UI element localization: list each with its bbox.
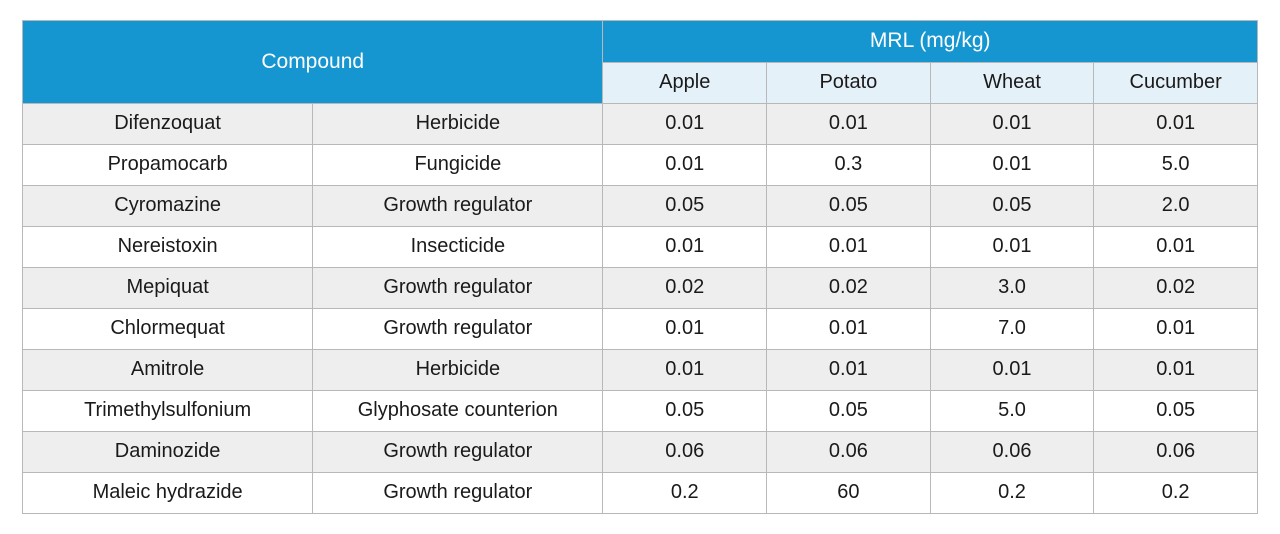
cell-potato: 0.01 (767, 309, 931, 350)
cell-compound-name: Chlormequat (23, 309, 313, 350)
cell-compound-type: Glyphosate counterion (313, 391, 603, 432)
cell-wheat: 0.05 (930, 186, 1094, 227)
cell-wheat: 0.01 (930, 104, 1094, 145)
cell-compound-type: Fungicide (313, 145, 603, 186)
table-row: AmitroleHerbicide0.010.010.010.01 (23, 350, 1258, 391)
cell-compound-name: Difenzoquat (23, 104, 313, 145)
cell-compound-name: Daminozide (23, 432, 313, 473)
cell-cucumber: 2.0 (1094, 186, 1258, 227)
subheader-wheat: Wheat (930, 63, 1094, 104)
table-row: CyromazineGrowth regulator0.050.050.052.… (23, 186, 1258, 227)
cell-potato: 0.01 (767, 350, 931, 391)
cell-potato: 0.01 (767, 227, 931, 268)
header-compound: Compound (23, 21, 603, 104)
cell-cucumber: 0.01 (1094, 350, 1258, 391)
cell-cucumber: 0.2 (1094, 473, 1258, 514)
cell-compound-name: Maleic hydrazide (23, 473, 313, 514)
cell-compound-name: Cyromazine (23, 186, 313, 227)
cell-compound-type: Growth regulator (313, 268, 603, 309)
table-header: Compound MRL (mg/kg) Apple Potato Wheat … (23, 21, 1258, 104)
cell-potato: 0.02 (767, 268, 931, 309)
cell-potato: 0.01 (767, 104, 931, 145)
cell-wheat: 7.0 (930, 309, 1094, 350)
cell-wheat: 0.01 (930, 227, 1094, 268)
table-row: NereistoxinInsecticide0.010.010.010.01 (23, 227, 1258, 268)
cell-cucumber: 5.0 (1094, 145, 1258, 186)
cell-potato: 60 (767, 473, 931, 514)
cell-compound-type: Herbicide (313, 104, 603, 145)
cell-compound-type: Insecticide (313, 227, 603, 268)
table-row: MepiquatGrowth regulator0.020.023.00.02 (23, 268, 1258, 309)
cell-wheat: 5.0 (930, 391, 1094, 432)
table-row: Maleic hydrazideGrowth regulator0.2600.2… (23, 473, 1258, 514)
cell-compound-type: Growth regulator (313, 432, 603, 473)
cell-cucumber: 0.01 (1094, 227, 1258, 268)
cell-wheat: 3.0 (930, 268, 1094, 309)
cell-apple: 0.01 (603, 350, 767, 391)
cell-compound-name: Nereistoxin (23, 227, 313, 268)
cell-compound-name: Trimethylsulfonium (23, 391, 313, 432)
cell-cucumber: 0.02 (1094, 268, 1258, 309)
cell-cucumber: 0.06 (1094, 432, 1258, 473)
cell-cucumber: 0.01 (1094, 309, 1258, 350)
table-row: ChlormequatGrowth regulator0.010.017.00.… (23, 309, 1258, 350)
cell-wheat: 0.01 (930, 145, 1094, 186)
subheader-potato: Potato (767, 63, 931, 104)
cell-cucumber: 0.05 (1094, 391, 1258, 432)
table-row: DaminozideGrowth regulator0.060.060.060.… (23, 432, 1258, 473)
subheader-apple: Apple (603, 63, 767, 104)
cell-apple: 0.05 (603, 391, 767, 432)
cell-apple: 0.05 (603, 186, 767, 227)
table-row: TrimethylsulfoniumGlyphosate counterion0… (23, 391, 1258, 432)
cell-compound-name: Mepiquat (23, 268, 313, 309)
cell-apple: 0.01 (603, 104, 767, 145)
cell-wheat: 0.06 (930, 432, 1094, 473)
cell-potato: 0.05 (767, 391, 931, 432)
table-row: DifenzoquatHerbicide0.010.010.010.01 (23, 104, 1258, 145)
cell-potato: 0.3 (767, 145, 931, 186)
cell-potato: 0.06 (767, 432, 931, 473)
table-body: DifenzoquatHerbicide0.010.010.010.01Prop… (23, 104, 1258, 514)
cell-wheat: 0.2 (930, 473, 1094, 514)
cell-apple: 0.01 (603, 145, 767, 186)
cell-compound-type: Herbicide (313, 350, 603, 391)
cell-potato: 0.05 (767, 186, 931, 227)
cell-compound-name: Propamocarb (23, 145, 313, 186)
cell-apple: 0.2 (603, 473, 767, 514)
table-row: PropamocarbFungicide0.010.30.015.0 (23, 145, 1258, 186)
cell-apple: 0.01 (603, 309, 767, 350)
cell-wheat: 0.01 (930, 350, 1094, 391)
cell-compound-type: Growth regulator (313, 309, 603, 350)
header-mrl: MRL (mg/kg) (603, 21, 1258, 63)
mrl-table: Compound MRL (mg/kg) Apple Potato Wheat … (22, 20, 1258, 514)
cell-compound-type: Growth regulator (313, 473, 603, 514)
cell-cucumber: 0.01 (1094, 104, 1258, 145)
cell-apple: 0.06 (603, 432, 767, 473)
subheader-cucumber: Cucumber (1094, 63, 1258, 104)
cell-apple: 0.01 (603, 227, 767, 268)
cell-compound-name: Amitrole (23, 350, 313, 391)
cell-apple: 0.02 (603, 268, 767, 309)
cell-compound-type: Growth regulator (313, 186, 603, 227)
